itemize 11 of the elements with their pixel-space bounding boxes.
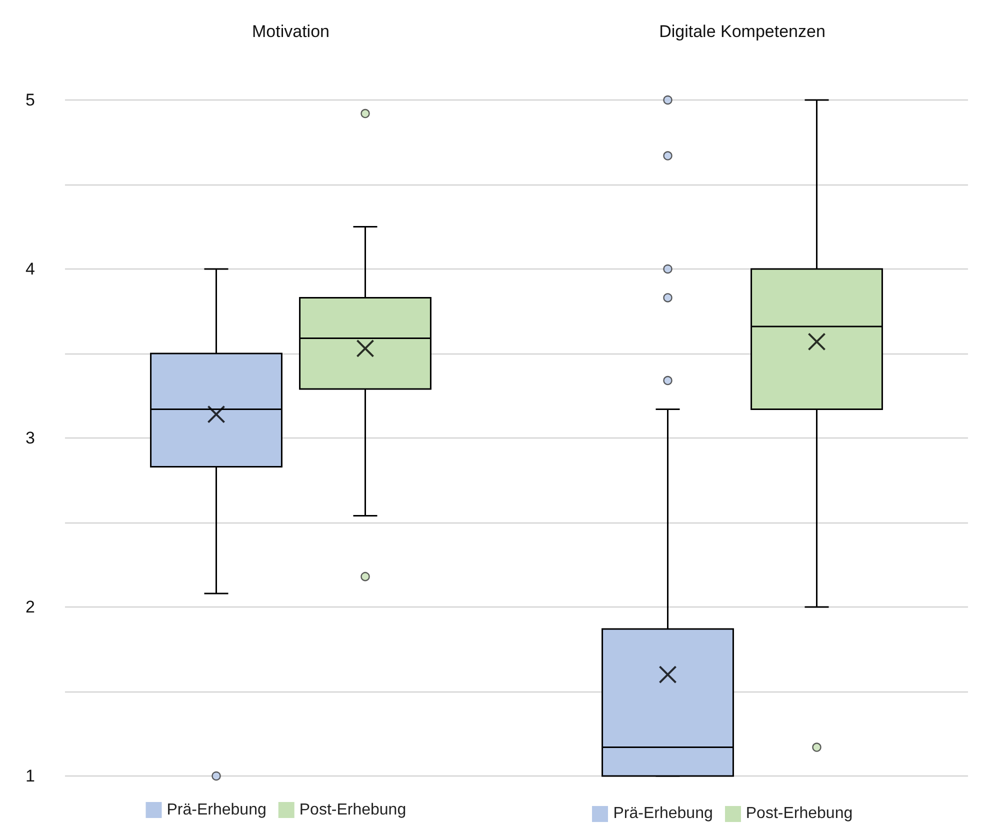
y-tick-label: 2 (26, 598, 35, 616)
text: Post-Erhebung (746, 805, 853, 822)
x-tick-label: Digitale Kompetenzen (659, 22, 826, 41)
legend-label: Prä-Erhebung (166, 802, 266, 818)
y-tick-label: 4 (26, 260, 35, 278)
x-tick-label: Motivation (252, 22, 330, 41)
legend-label: Post-Erhebung (299, 802, 406, 818)
y-tick-label: 5 (26, 90, 35, 110)
y-tick-label: 1 (26, 766, 35, 786)
text: Prä-Erhebung (613, 805, 713, 822)
y-tick-label: 3 (26, 428, 35, 448)
